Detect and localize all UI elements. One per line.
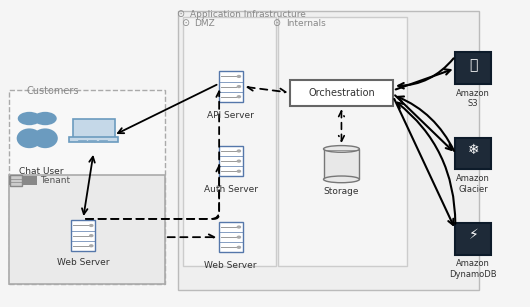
Text: ⚡: ⚡ [469, 229, 478, 243]
Circle shape [237, 86, 241, 87]
Text: Amazon
Glacier: Amazon Glacier [456, 174, 490, 194]
Text: 🪣: 🪣 [469, 58, 478, 72]
Circle shape [237, 170, 241, 172]
Text: ⊙: ⊙ [181, 18, 189, 28]
Text: DMZ: DMZ [195, 19, 215, 28]
Circle shape [237, 96, 241, 98]
Circle shape [237, 160, 241, 162]
Text: Orchestration: Orchestration [308, 88, 375, 99]
Bar [10, 176, 37, 185]
Ellipse shape [323, 176, 359, 183]
Bar [455, 223, 491, 255]
Circle shape [237, 76, 241, 77]
Circle shape [237, 247, 241, 248]
Circle shape [237, 150, 241, 152]
FancyBboxPatch shape [73, 119, 114, 138]
Text: Web Server: Web Server [57, 258, 109, 267]
Text: Auth Server: Auth Server [204, 185, 258, 194]
Circle shape [90, 225, 93, 226]
Text: Customers: Customers [26, 86, 79, 96]
Bar [278, 17, 408, 266]
Text: Storage: Storage [324, 187, 359, 196]
Text: API Server: API Server [207, 111, 254, 120]
Circle shape [237, 226, 241, 228]
Text: Internals: Internals [286, 19, 326, 28]
Bar [71, 220, 95, 251]
Text: Chat User: Chat User [19, 167, 63, 176]
Circle shape [237, 236, 241, 238]
Bar [455, 138, 491, 169]
Ellipse shape [32, 128, 58, 148]
Text: Tenant: Tenant [40, 176, 70, 185]
Bar [183, 17, 276, 266]
Bar [323, 149, 359, 179]
Text: ⊙: ⊙ [176, 9, 184, 19]
Text: Application Infrastructure: Application Infrastructure [190, 10, 305, 19]
Ellipse shape [16, 128, 42, 148]
Bar [219, 146, 243, 176]
Bar [10, 90, 165, 284]
Bar [455, 52, 491, 84]
FancyBboxPatch shape [69, 137, 118, 142]
Text: ⊙: ⊙ [272, 18, 281, 28]
Bar [10, 175, 165, 284]
Bar [219, 222, 243, 252]
Bar [178, 10, 479, 290]
Circle shape [90, 245, 93, 247]
Circle shape [17, 112, 41, 125]
Text: Amazon
DynamoDB: Amazon DynamoDB [449, 259, 497, 279]
Circle shape [33, 112, 57, 125]
Circle shape [90, 235, 93, 237]
Text: Web Server: Web Server [205, 262, 257, 270]
Bar [11, 175, 22, 186]
Bar [290, 80, 393, 106]
Bar [219, 71, 243, 102]
Ellipse shape [323, 146, 359, 152]
Text: Amazon
S3: Amazon S3 [456, 89, 490, 108]
Text: ❄: ❄ [467, 143, 479, 157]
